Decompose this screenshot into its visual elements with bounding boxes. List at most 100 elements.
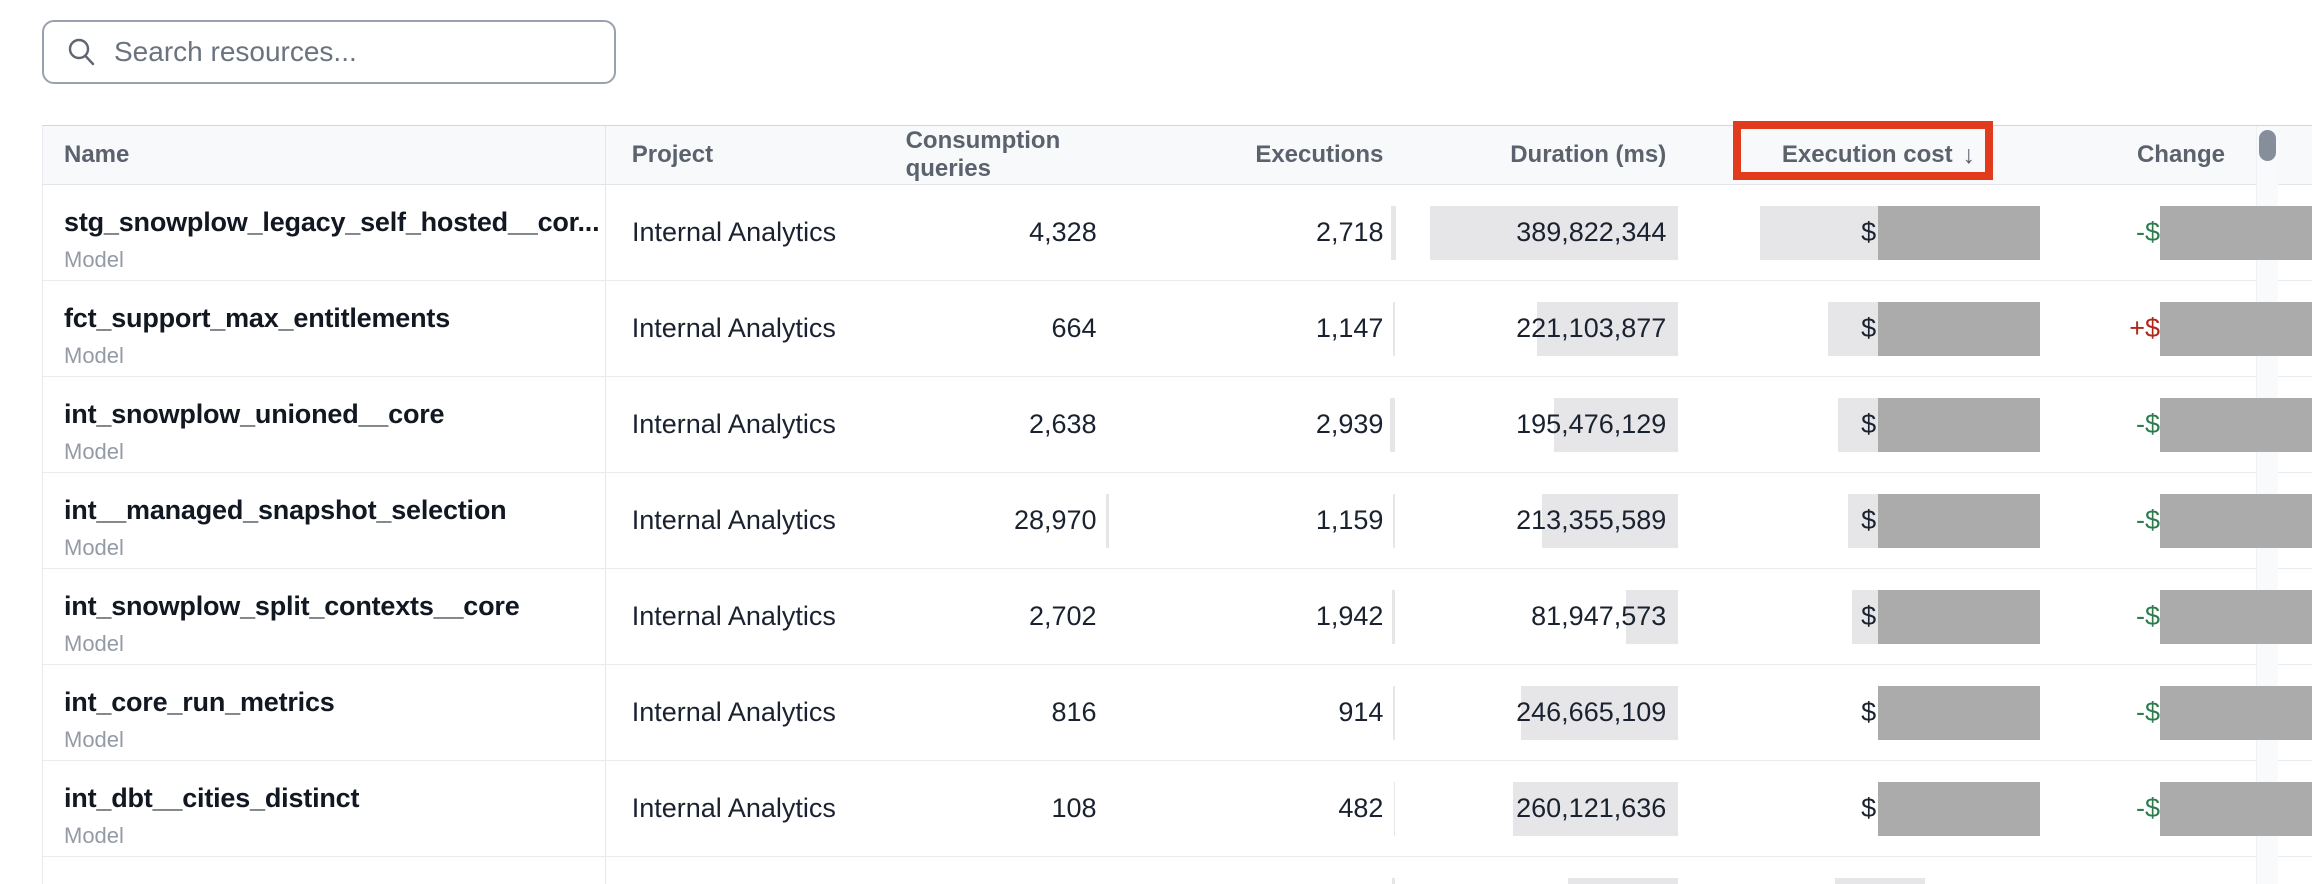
redacted-change-value xyxy=(2159,302,2312,356)
project-cell: Internal Analytics xyxy=(606,761,906,856)
value-bar xyxy=(1513,782,1679,836)
duration-cell: 195,476,129 xyxy=(1395,377,1690,472)
table-row[interactable]: int__managed_snapshot_selection Model In… xyxy=(43,473,2312,569)
execution-cost-currency: $ xyxy=(1861,697,1877,727)
value-bar xyxy=(1568,878,1679,884)
value-bar xyxy=(1390,206,1396,260)
value-bar xyxy=(1392,878,1396,884)
sort-descending-icon: ↓ xyxy=(1962,140,1976,169)
name-cell: int_core_run_metrics Model xyxy=(43,665,606,760)
search-box[interactable] xyxy=(42,20,616,84)
table-row[interactable]: stg_snowplow_legacy_self_hosted__cor... … xyxy=(43,185,2312,281)
resource-name-link[interactable]: fct_support_max_entitlements xyxy=(64,303,451,333)
resource-name-link[interactable]: int_core_run_metrics xyxy=(64,687,335,717)
table-row[interactable]: int_snowplow_split_contexts__core Model … xyxy=(43,569,2312,665)
executions-value: 2,718 xyxy=(1315,217,1384,247)
change-sign: -$ xyxy=(2135,409,2160,439)
duration-value: 260,121,636 xyxy=(1516,793,1667,823)
value-bar xyxy=(1626,590,1679,644)
execution-cost-cell: $ xyxy=(1690,761,2050,856)
consumption-queries-cell: 4,328 xyxy=(906,185,1111,280)
executions-value: 2,939 xyxy=(1315,409,1384,439)
duration-value: 246,665,109 xyxy=(1516,697,1667,727)
project-name: Internal Analytics xyxy=(631,697,836,727)
resource-name-link[interactable]: stg_snowplow_legacy_self_hosted__cor... xyxy=(64,207,600,237)
search-input[interactable] xyxy=(114,36,594,68)
value-bar xyxy=(1105,494,1109,548)
column-header-consumption-queries[interactable]: Consumption queries xyxy=(905,127,1061,182)
value-bar xyxy=(1835,878,1926,884)
name-cell: int_snowplow_unioned__core Model xyxy=(43,377,606,472)
execution-cost-cell: $ xyxy=(1690,569,2050,664)
change-cell: -$ xyxy=(2050,185,2312,280)
project-name: Internal Analytics xyxy=(631,409,836,439)
table-row[interactable]: fct_dbt_project_activity xyxy=(43,857,2312,884)
duration-value: 213,355,589 xyxy=(1516,505,1667,535)
vertical-scrollbar-thumb[interactable] xyxy=(2259,130,2276,161)
table-row[interactable]: int_core_run_metrics Model Internal Anal… xyxy=(43,665,2312,761)
change-sign: -$ xyxy=(2135,697,2160,727)
executions-cell: 2,939 xyxy=(1111,377,1396,472)
consumption-queries-cell: 28,970 xyxy=(906,473,1111,568)
redacted-cost-value xyxy=(1878,206,2041,260)
redacted-change-value xyxy=(2159,398,2312,452)
redacted-change-value xyxy=(2159,686,2312,740)
executions-cell: 482 xyxy=(1111,761,1396,856)
change-cell: -$ xyxy=(2050,377,2312,472)
change-sign: +$ xyxy=(2129,313,2160,343)
consumption-queries-cell: 664 xyxy=(906,281,1111,376)
resource-type-label: Model xyxy=(64,823,124,848)
execution-cost-cell xyxy=(1690,857,2050,884)
execution-cost-cell: $ xyxy=(1690,473,2050,568)
consumption-queries-value: 2,702 xyxy=(1028,601,1097,631)
value-bar xyxy=(1521,686,1679,740)
column-header-executions[interactable]: Executions xyxy=(1255,141,1384,168)
project-name: Internal Analytics xyxy=(631,793,836,823)
resource-type-label: Model xyxy=(64,247,124,272)
executions-value: 914 xyxy=(1338,697,1384,727)
consumption-queries-value: 4,328 xyxy=(1029,217,1097,247)
resource-type-label: Model xyxy=(64,439,124,464)
column-header-duration[interactable]: Duration (ms) xyxy=(1510,141,1667,168)
executions-cell xyxy=(1111,857,1396,884)
table-row[interactable]: int_snowplow_unioned__core Model Interna… xyxy=(43,377,2312,473)
column-header-change[interactable]: Change xyxy=(2136,141,2225,168)
resource-name-link[interactable]: int_snowplow_unioned__core xyxy=(64,399,445,429)
execution-cost-currency: $ xyxy=(1861,313,1877,343)
project-name: Internal Analytics xyxy=(631,601,836,631)
column-header-name[interactable]: Name xyxy=(43,126,606,184)
search-icon xyxy=(68,38,95,66)
change-cell: -$ xyxy=(2050,665,2312,760)
value-bar xyxy=(1393,302,1396,356)
execution-cost-currency: $ xyxy=(1861,601,1877,631)
project-cell: Internal Analytics xyxy=(606,281,906,376)
consumption-queries-value: 2,638 xyxy=(1028,409,1097,439)
column-header-execution-cost[interactable]: Execution cost ↓ xyxy=(1690,126,2050,184)
name-cell: int__managed_snapshot_selection Model xyxy=(43,473,606,568)
resource-name-link[interactable]: int_dbt__cities_distinct xyxy=(64,783,360,813)
execution-cost-currency: $ xyxy=(1861,505,1877,535)
duration-cell: 221,103,877 xyxy=(1395,281,1690,376)
table-row[interactable]: int_dbt__cities_distinct Model Internal … xyxy=(43,761,2312,857)
column-header-project[interactable]: Project xyxy=(631,141,714,168)
resource-name-link[interactable]: int__managed_snapshot_selection xyxy=(64,495,507,525)
execution-cost-currency: $ xyxy=(1861,409,1877,439)
executions-cell: 1,942 xyxy=(1111,569,1396,664)
redacted-change-value xyxy=(2160,206,2312,260)
consumption-queries-cell xyxy=(906,857,1111,884)
change-sign: -$ xyxy=(2135,217,2160,247)
redacted-cost-value xyxy=(1878,302,2041,356)
resource-type-label: Model xyxy=(64,631,124,656)
redacted-change-value xyxy=(2159,590,2312,644)
consumption-queries-cell: 108 xyxy=(906,761,1111,856)
project-cell: Internal Analytics xyxy=(606,473,906,568)
duration-value: 389,822,344 xyxy=(1516,217,1667,247)
consumption-queries-value: 108 xyxy=(1051,793,1097,823)
resource-name-link[interactable]: int_snowplow_split_contexts__core xyxy=(64,591,520,621)
value-bar xyxy=(1430,206,1679,260)
execution-cost-cell: $ xyxy=(1690,665,2050,760)
change-cell: -$ xyxy=(2050,473,2312,568)
execution-cost-label: Execution cost xyxy=(1781,141,1953,168)
table-row[interactable]: fct_support_max_entitlements Model Inter… xyxy=(43,281,2312,377)
